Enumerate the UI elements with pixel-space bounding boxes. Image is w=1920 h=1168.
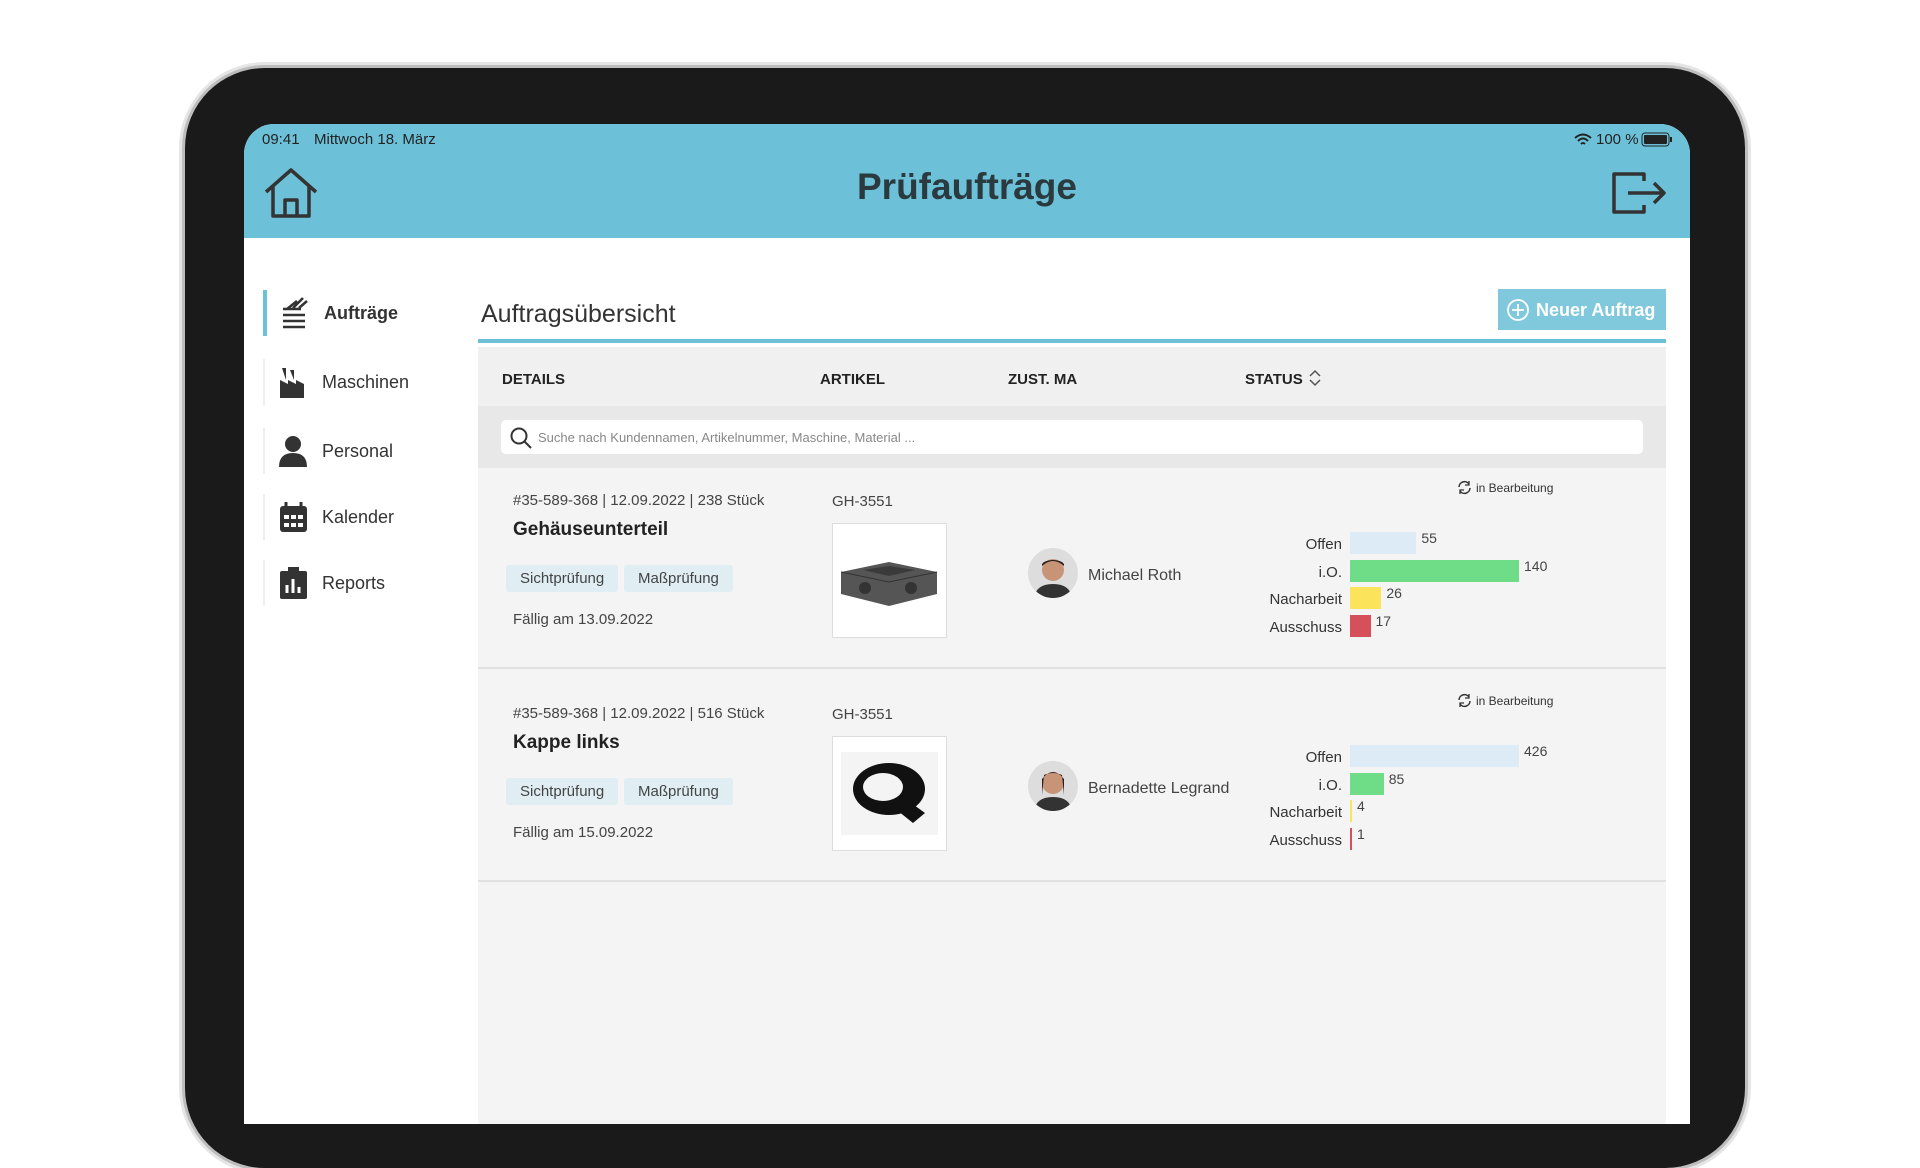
sidebar-item[interactable]: Maschinen [263, 359, 465, 405]
sidebar-item[interactable]: Aufträge [263, 290, 467, 336]
article-number: GH-3551 [832, 706, 893, 723]
stat-label: i.O. [1318, 776, 1342, 794]
battery-text: 100 % [1596, 131, 1639, 148]
battery-icon [1641, 132, 1672, 147]
button-label: Neuer Auftrag [1536, 300, 1656, 320]
article-image [832, 523, 947, 638]
article-image [832, 736, 947, 851]
header [244, 124, 1690, 238]
date: Mittwoch 18. März [314, 131, 436, 148]
order-meta: #35-589-368 | 12.09.2022 | 238 Stück [513, 492, 765, 509]
column-header: DETAILS [502, 371, 566, 388]
stat-bar [1350, 559, 1519, 582]
stat-label: Nacharbeit [1269, 804, 1342, 821]
sort-icon[interactable] [1308, 368, 1322, 392]
tag: Sichtprüfung [506, 565, 619, 592]
column-header[interactable]: STATUS [1245, 371, 1303, 388]
stat-bar [1350, 587, 1382, 609]
sidebar-item[interactable]: Reports [263, 560, 465, 606]
order-title[interactable]: Gehäuseunterteil [513, 519, 669, 540]
stat-label: Offen [1305, 749, 1342, 766]
time: 09:41 [262, 131, 300, 148]
stat-bar [1350, 800, 1352, 822]
row-divider [478, 667, 1666, 669]
stat-bar [1350, 827, 1352, 850]
page: 09:41 Mittwoch 18. März 100 % Prüfaufträ… [185, 68, 1745, 1168]
stat-value: 55 [1421, 530, 1437, 546]
row-divider [478, 880, 1666, 882]
sidebar-label: Personal [322, 441, 394, 461]
stat-bar [1350, 532, 1417, 554]
screen: 09:41 Mittwoch 18. März 100 % Prüfaufträ… [244, 124, 1690, 1124]
column-header: ZUST. MA [1008, 371, 1078, 388]
orders-panel [478, 347, 1666, 1124]
sidebar-label: Maschinen [322, 372, 410, 392]
status-icon [1457, 693, 1472, 713]
sidebar-icon [279, 436, 307, 467]
assignee-name: Michael Roth [1088, 567, 1182, 584]
order-title[interactable]: Kappe links [513, 732, 620, 753]
search-placeholder: Suche nach Kundennamen, Artikelnummer, M… [538, 430, 916, 445]
sidebar-item[interactable]: Personal [263, 428, 465, 474]
stat-bar [1350, 614, 1371, 637]
stat-label: Nacharbeit [1269, 591, 1342, 608]
due-date: Fällig am 13.09.2022 [513, 611, 654, 628]
stat-bar [1350, 772, 1384, 795]
status-label: in Bearbeitung [1476, 694, 1554, 708]
logout-button[interactable] [1610, 169, 1668, 217]
stat-value: 26 [1386, 585, 1402, 601]
stat-value: 140 [1524, 557, 1548, 574]
home-button[interactable] [262, 166, 320, 220]
sidebar-label: Reports [322, 573, 386, 593]
tag: Maßprüfung [624, 565, 733, 592]
wifi-icon [1574, 133, 1592, 145]
tag: Sichtprüfung [506, 778, 619, 805]
sidebar-icon [280, 567, 307, 599]
title-underline [478, 339, 1666, 343]
stat-value: 1 [1357, 825, 1365, 842]
stat-label: Offen [1305, 536, 1342, 553]
avatar [1028, 761, 1078, 811]
sidebar-icon [280, 502, 307, 532]
sidebar-icon [283, 297, 308, 329]
search-input[interactable]: Suche nach Kundennamen, Artikelnummer, M… [501, 420, 1643, 454]
stat-label: Ausschuss [1269, 831, 1342, 849]
stat-value: 4 [1357, 798, 1365, 814]
stat-value: 85 [1388, 770, 1405, 787]
new-order-button[interactable]: Neuer Auftrag [1498, 289, 1666, 330]
assignee-name: Bernadette Legrand [1088, 780, 1230, 797]
article-number: GH-3551 [832, 493, 893, 510]
stat-label: i.O. [1318, 563, 1342, 581]
sidebar-item[interactable]: Kalender [263, 494, 465, 540]
status-label: in Bearbeitung [1476, 481, 1554, 495]
order-meta: #35-589-368 | 12.09.2022 | 516 Stück [513, 705, 765, 722]
stat-label: Ausschuss [1269, 618, 1342, 636]
section-title: Auftragsübersicht [481, 300, 676, 328]
stat-bar [1350, 745, 1519, 767]
due-date: Fällig am 15.09.2022 [513, 824, 654, 841]
status-icon [1457, 480, 1472, 500]
stat-value: 426 [1524, 743, 1548, 759]
stat-value: 17 [1375, 612, 1392, 629]
tag: Maßprüfung [624, 778, 733, 805]
sidebar-icon [280, 368, 304, 398]
table-header [478, 347, 1666, 406]
column-header: ARTIKEL [820, 371, 885, 388]
sidebar-label: Aufträge [324, 303, 399, 323]
sidebar-label: Kalender [322, 507, 395, 527]
page-title: Prüfaufträge [857, 166, 1077, 207]
avatar [1028, 548, 1078, 598]
